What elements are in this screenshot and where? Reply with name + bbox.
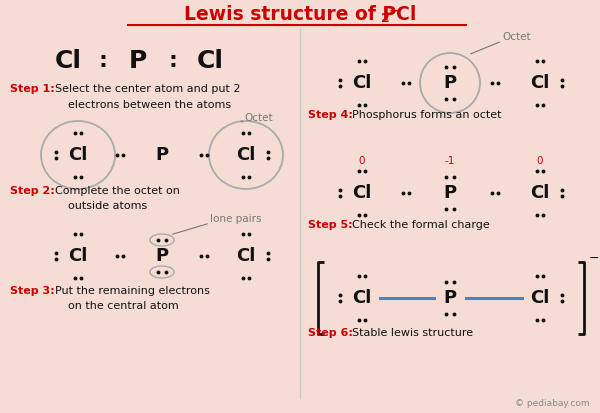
Text: Cl: Cl (352, 289, 371, 307)
Text: P: P (155, 247, 169, 265)
Text: Cl: Cl (68, 146, 88, 164)
Text: P: P (443, 289, 457, 307)
Text: Cl: Cl (530, 289, 550, 307)
Text: Step 6:: Step 6: (308, 328, 353, 338)
Text: 0: 0 (537, 156, 543, 166)
Text: Step 5:: Step 5: (308, 220, 353, 230)
Text: 2: 2 (380, 12, 389, 24)
Text: Cl: Cl (530, 74, 550, 92)
Text: Stable lewis structure: Stable lewis structure (352, 328, 473, 338)
Text: -1: -1 (445, 156, 455, 166)
Text: Complete the octet on: Complete the octet on (55, 186, 180, 196)
Text: Step 2:: Step 2: (10, 186, 55, 196)
Text: outside atoms: outside atoms (68, 201, 147, 211)
Text: :: : (169, 51, 178, 71)
Text: −: − (389, 5, 399, 17)
Text: Cl: Cl (236, 146, 256, 164)
Text: Check the formal charge: Check the formal charge (352, 220, 490, 230)
Text: 0: 0 (359, 156, 365, 166)
Text: Cl: Cl (55, 49, 82, 73)
Text: Phosphorus forms an octet: Phosphorus forms an octet (352, 110, 502, 120)
Text: :: : (98, 51, 107, 71)
Text: Octet: Octet (244, 113, 272, 123)
Text: Step 1:: Step 1: (10, 84, 55, 94)
Text: Lewis structure of PCl: Lewis structure of PCl (184, 5, 416, 24)
Text: P: P (155, 146, 169, 164)
Text: P: P (443, 74, 457, 92)
Text: © pediabay.com: © pediabay.com (515, 399, 590, 408)
Text: Cl: Cl (530, 184, 550, 202)
Text: −: − (589, 252, 599, 264)
Text: Cl: Cl (197, 49, 223, 73)
Text: Put the remaining electrons: Put the remaining electrons (55, 286, 210, 296)
Text: Octet: Octet (502, 32, 530, 42)
Text: lone pairs: lone pairs (210, 214, 262, 224)
Text: Cl: Cl (236, 247, 256, 265)
Text: on the central atom: on the central atom (68, 301, 179, 311)
Text: Step 3:: Step 3: (10, 286, 55, 296)
Text: Cl: Cl (352, 184, 371, 202)
Text: Select the center atom and put 2: Select the center atom and put 2 (55, 84, 241, 94)
Text: Cl: Cl (352, 74, 371, 92)
Text: P: P (443, 184, 457, 202)
Text: Cl: Cl (68, 247, 88, 265)
Text: electrons between the atoms: electrons between the atoms (68, 100, 231, 110)
Text: P: P (129, 49, 147, 73)
Text: Step 4:: Step 4: (308, 110, 353, 120)
